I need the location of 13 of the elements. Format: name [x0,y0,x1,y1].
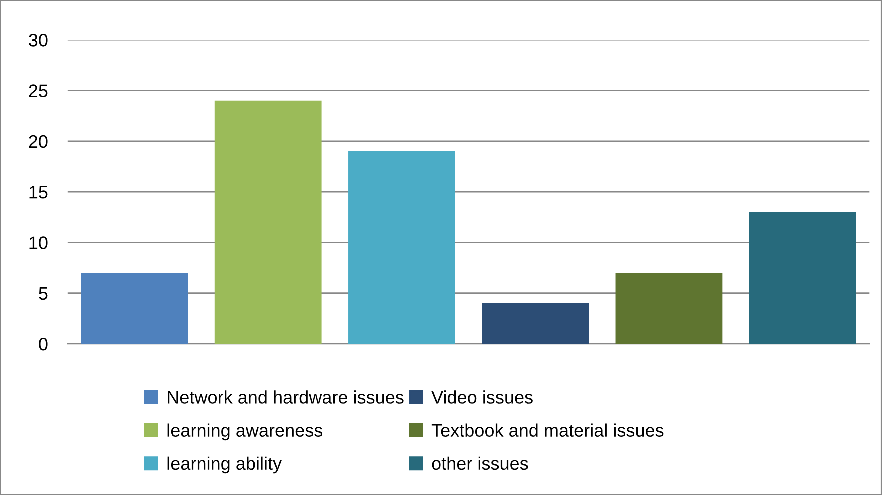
y-tick-label: 15 [30,186,48,199]
y-tick-label: 30 [29,34,48,47]
y-tick-label: 10 [30,236,48,250]
legend-label: Textbook and material issues [432,424,664,438]
y-tick-label: 25 [29,84,48,98]
y-tick-label: 0 [39,338,48,351]
y-tick-label: 5 [39,287,48,300]
legend-label: other issues [432,456,528,470]
legend-label: learning awareness [168,424,323,441]
legend-label: Video issues [432,390,533,404]
y-tick-label: 20 [29,135,48,148]
legend-label: Network and hardware issues [168,390,404,404]
legend-label: learning ability [168,456,282,474]
